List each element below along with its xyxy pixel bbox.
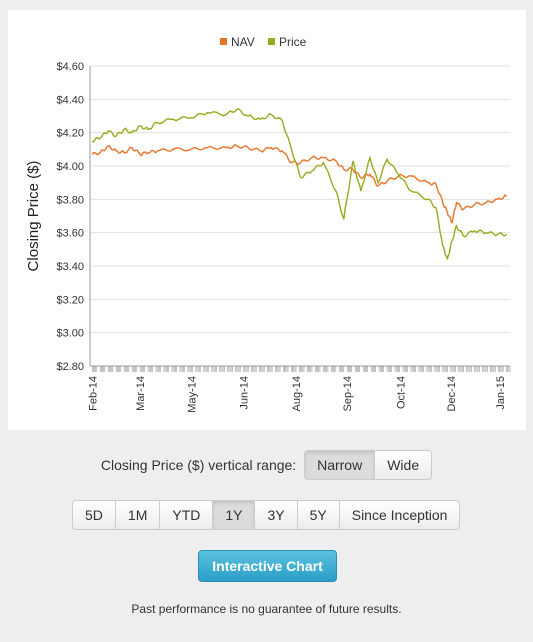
period-5y-button[interactable]: 5Y <box>296 500 340 530</box>
x-tick-label: Mar-14 <box>135 376 147 411</box>
y-tick-label: $3.20 <box>56 294 84 306</box>
price-nav-chart: $4.60 $4.40 $4.20 $4.00 $3.80 $3.60 $3.40 $3.20… <box>25 35 511 413</box>
y-tick-label: $2.80 <box>56 361 84 373</box>
y-tick-label: $3.00 <box>56 328 84 340</box>
y-tick-label: $4.20 <box>56 128 84 140</box>
x-tick-label: Oct-14 <box>396 376 408 409</box>
vertical-range-row: Closing Price ($) vertical range: Narrow… <box>0 450 533 480</box>
legend-swatch-price <box>268 38 275 45</box>
period-button-group: 5D 1M YTD 1Y 3Y 5Y Since Inception <box>72 500 461 530</box>
period-ytd-button[interactable]: YTD <box>159 500 214 530</box>
past-performance-disclaimer: Past performance is no guarantee of futu… <box>131 602 402 616</box>
wide-range-button[interactable]: Wide <box>374 450 433 480</box>
y-tick-label: $3.60 <box>56 228 84 240</box>
period-1m-button[interactable]: 1M <box>114 500 161 530</box>
y-axis-title: Closing Price ($) <box>25 161 42 272</box>
x-tick-label: Dec-14 <box>446 376 458 411</box>
vertical-range-label: Closing Price ($) vertical range: <box>100 457 297 473</box>
legend-label-price: Price <box>279 35 307 49</box>
y-tick-label: $4.60 <box>56 61 84 73</box>
y-tick-label: $3.80 <box>56 194 84 206</box>
x-tick-label: May-14 <box>186 376 198 413</box>
y-tick-label: $4.40 <box>56 94 84 106</box>
vertical-range-toggle: Narrow Wide <box>304 450 433 480</box>
interactive-chart-button[interactable]: Interactive Chart <box>198 550 337 582</box>
x-tick-label: Jan-15 <box>495 376 507 410</box>
x-tick-label: Jun-14 <box>239 376 251 410</box>
x-tick-label: Aug-14 <box>291 376 303 411</box>
period-3y-button[interactable]: 3Y <box>254 500 298 530</box>
chart-panel: $4.60 $4.40 $4.20 $4.00 $3.80 $3.60 $3.40 $3.20… <box>8 10 526 430</box>
y-tick-label: $4.00 <box>56 161 84 173</box>
x-tick-label: Feb-14 <box>87 376 99 411</box>
period-since-inception-button[interactable]: Since Inception <box>338 500 461 530</box>
series-line-nav <box>91 143 507 225</box>
period-5d-button[interactable]: 5D <box>72 500 116 530</box>
series-line-price <box>91 108 508 260</box>
x-tick-label: Sep-14 <box>342 376 354 411</box>
period-selector: 5D 1M YTD 1Y 3Y 5Y Since Inception <box>72 500 461 530</box>
y-tick-label: $3.40 <box>56 261 84 273</box>
period-1y-button[interactable]: 1Y <box>212 500 256 530</box>
legend-label-nav: NAV <box>231 35 255 49</box>
narrow-range-button[interactable]: Narrow <box>304 450 376 480</box>
legend-swatch-nav <box>220 38 227 45</box>
